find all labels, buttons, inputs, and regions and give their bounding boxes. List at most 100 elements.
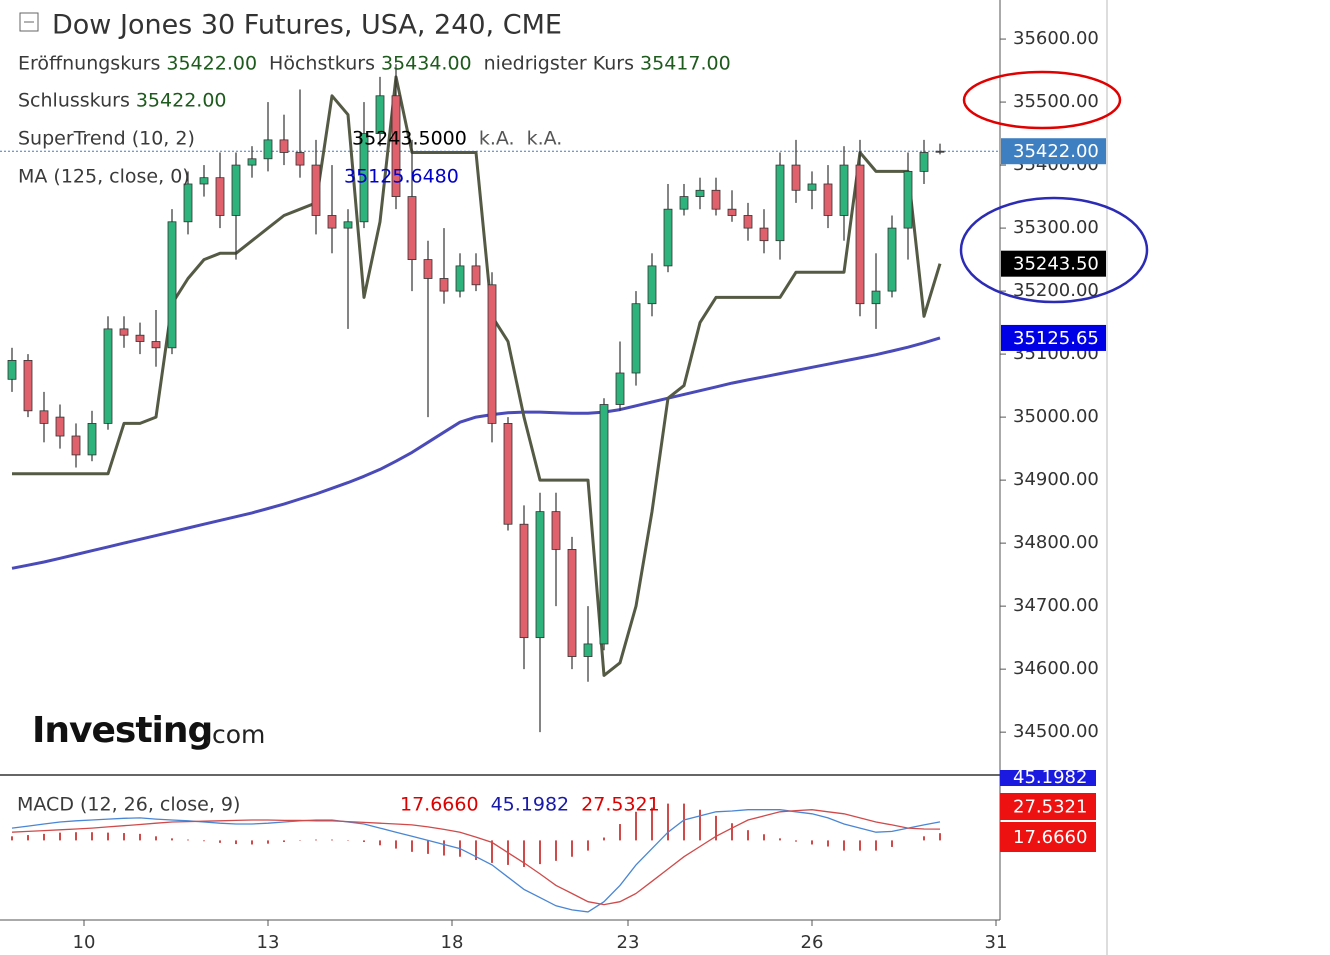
candle-body	[615, 372, 625, 405]
candle-body	[215, 177, 225, 216]
y-tick-label: 35500.00	[1013, 91, 1099, 112]
candle-body	[375, 95, 385, 134]
candle-body	[263, 139, 273, 160]
highlight-circle	[959, 196, 1149, 304]
candle-body	[663, 208, 673, 267]
x-tick-label: 18	[441, 932, 464, 953]
candle-body	[103, 328, 113, 424]
macd-line	[11, 809, 941, 913]
candle-body	[391, 95, 401, 197]
candle-body	[775, 164, 785, 242]
ohlc-value: 35434.00	[381, 53, 472, 75]
watermark-text: Investing	[32, 710, 212, 751]
candle-body	[167, 221, 177, 349]
candle-body	[839, 164, 849, 216]
macd-badge	[1000, 770, 1096, 786]
ohlc-value: 35417.00	[640, 53, 731, 75]
indicator-value: 35125.6480	[344, 166, 459, 188]
candle-body	[519, 523, 529, 639]
collapse-icon[interactable]	[19, 12, 39, 32]
macd-badge	[1000, 793, 1096, 820]
indicator-name: MA (125, close, 0)	[18, 166, 190, 188]
candle-body	[439, 278, 449, 292]
watermark-suffix: .com	[204, 720, 265, 749]
macd-value: 45.1982	[491, 794, 570, 816]
candle-body	[711, 189, 721, 210]
candle-body	[727, 208, 737, 216]
ohlc-label: Höchstkurs	[269, 53, 375, 75]
candle-body	[343, 221, 353, 229]
candle-body	[919, 152, 929, 172]
y-tick-label: 34500.00	[1013, 721, 1099, 742]
macd-value: 17.6660	[400, 794, 479, 816]
ohlc-value: 35422.00	[166, 53, 257, 75]
candle-body	[887, 227, 897, 292]
legend: Dow Jones 30 Futures, USA, 240, CME MACD…	[17, 10, 731, 816]
candle-body	[55, 416, 65, 437]
candle-body	[503, 423, 513, 525]
x-tick-label: 31	[985, 932, 1008, 953]
indicator-value: k.A.	[479, 128, 515, 150]
price-badge	[1001, 324, 1106, 351]
candle-body	[935, 150, 945, 153]
y-tick-label: 35000.00	[1013, 406, 1099, 427]
candle-body	[871, 290, 881, 305]
candle-body	[599, 404, 609, 645]
ohlc-label: Eröffnungskurs	[18, 53, 160, 75]
macd-title: MACD (12, 26, close, 9)	[17, 794, 240, 816]
plot-area	[0, 64, 1000, 913]
candle-body	[423, 259, 433, 279]
indicator-value: k.A.	[527, 128, 563, 150]
highlight-circle	[962, 70, 1122, 130]
candle-body	[567, 549, 577, 657]
candle-body	[7, 360, 17, 380]
candle-body	[23, 360, 33, 412]
y-tick-label: 34700.00	[1013, 595, 1099, 616]
y-tick-label: 34600.00	[1013, 658, 1099, 679]
candle-body	[631, 303, 641, 374]
candle-body	[119, 328, 129, 336]
price-badge	[1001, 250, 1106, 277]
candle-body	[39, 410, 49, 424]
candle-body	[551, 511, 561, 550]
candle-body	[855, 164, 865, 305]
indicator-line	[11, 336, 941, 570]
candle-body	[583, 643, 593, 657]
indicator-value: 35243.5000	[352, 128, 467, 150]
candle-body	[823, 183, 833, 216]
candle-body	[647, 265, 657, 305]
ohlc-label: niedrigster Kurs	[484, 53, 634, 75]
candle-body	[407, 196, 417, 260]
candle-body	[231, 164, 241, 216]
candle-body	[327, 215, 337, 229]
macd-badge-label: 45.1982	[1013, 767, 1087, 788]
macd-badge-label: 17.6660	[1013, 827, 1087, 848]
candle-body	[359, 133, 369, 223]
macd-value: 27.5321	[581, 794, 660, 816]
x-tick-label: 13	[257, 932, 280, 953]
y-tick-label: 34800.00	[1013, 532, 1099, 553]
candle-body	[135, 334, 145, 342]
candle-body	[759, 227, 769, 242]
y-tick-label: 35300.00	[1013, 217, 1099, 238]
y-tick-label: 35600.00	[1013, 28, 1099, 49]
candle-body	[151, 341, 161, 349]
macd-badge	[1000, 822, 1096, 852]
chart-title: Dow Jones 30 Futures, USA, 240, CME	[52, 10, 562, 41]
macd-line	[11, 809, 941, 906]
y-tick-label: 34900.00	[1013, 469, 1099, 490]
price-badge-label: 35422.00	[1013, 141, 1099, 162]
candle-body	[247, 158, 257, 166]
candle-body	[87, 423, 97, 456]
ohlc-label: Schlusskurs	[18, 90, 130, 112]
candle-body	[183, 183, 193, 223]
candle-body	[487, 284, 497, 424]
candle-body	[455, 265, 465, 292]
candle-body	[695, 189, 705, 197]
macd-badge-label: 27.5321	[1013, 797, 1087, 818]
candle-body	[199, 177, 209, 185]
candle-body	[903, 170, 913, 229]
